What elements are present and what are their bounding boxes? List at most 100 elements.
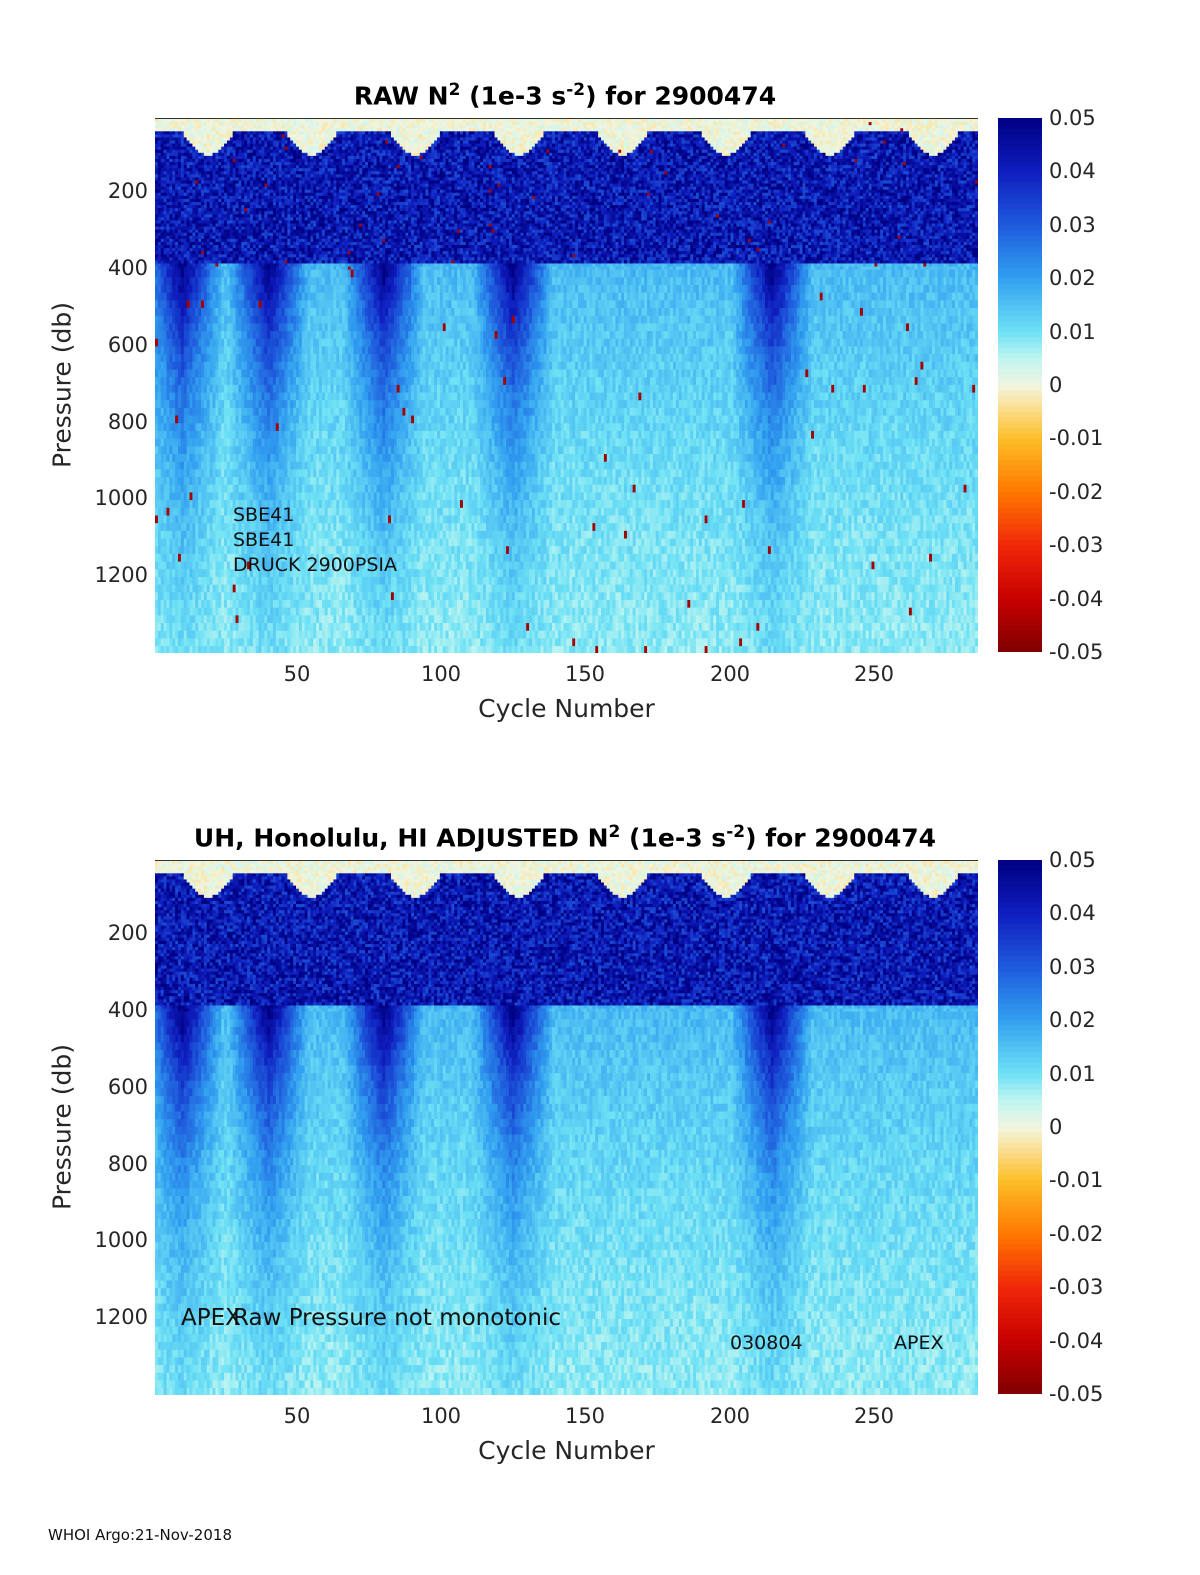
heatmap-cell (155, 171, 159, 175)
heatmap-cell (235, 392, 240, 401)
heatmap-cell (221, 538, 225, 547)
heatmap-cell (155, 162, 159, 166)
heatmap-cell (212, 538, 217, 547)
heatmap-cell (178, 630, 182, 639)
heatmap-cell (160, 592, 165, 601)
heatmap-cell (244, 186, 248, 191)
heatmap-cell (206, 149, 211, 154)
heatmap-cell (160, 538, 165, 547)
heatmap-cell (198, 186, 202, 191)
heatmap-cell (175, 192, 179, 197)
heatmap-cell (183, 461, 188, 470)
heatmap-cell (160, 423, 165, 432)
heatmap-cell (221, 500, 225, 509)
heatmap-cell (235, 384, 240, 394)
heatmap-cell (180, 469, 185, 478)
heatmap-cell (180, 251, 185, 255)
heatmap-cell (178, 423, 182, 432)
heatmap-cell (212, 266, 217, 271)
heatmap-cell (247, 530, 251, 540)
heatmap-cell (155, 484, 159, 494)
heatmap-cell (209, 323, 214, 332)
heatmap-cell (192, 205, 196, 209)
heatmap-cell (235, 131, 240, 135)
heatmap-cell (166, 251, 170, 255)
heatmap-cell (157, 122, 162, 126)
heatmap-cell (169, 638, 173, 647)
heatmap-cell (247, 192, 251, 197)
heatmap-cell (169, 143, 173, 148)
heatmap-cell (195, 569, 199, 578)
heatmap-cell (249, 361, 254, 371)
heatmap-cell (247, 384, 251, 394)
heatmap-cell (186, 195, 191, 200)
heatmap-cell (226, 263, 231, 268)
heatmap-cell (226, 515, 231, 524)
heatmap-cell (229, 477, 234, 486)
heatmap-cell (238, 492, 242, 501)
heatmap-cell (178, 245, 182, 249)
heatmap-cell (247, 119, 251, 123)
heatmap-cell (247, 292, 251, 301)
heatmap-cell (189, 125, 194, 129)
heatmap-cell (224, 205, 228, 209)
heatmap-cell (157, 500, 162, 509)
heatmap-cell (232, 171, 237, 175)
heatmap-cell (221, 263, 225, 268)
heatmap-cell (247, 284, 251, 294)
heatmap-cell (232, 217, 237, 222)
heatmap-cell (169, 229, 173, 234)
heatmap-cell (206, 500, 211, 509)
heatmap-cell (218, 630, 222, 639)
heatmap-cell (180, 338, 185, 348)
heatmap-cell (238, 257, 242, 261)
heatmap-cell (249, 315, 254, 324)
heatmap-cell (238, 155, 242, 160)
heatmap-cell (178, 530, 182, 540)
heatmap-cell (160, 323, 165, 332)
heatmap-cell (212, 241, 217, 246)
heatmap-cell (186, 477, 191, 486)
heatmap-cell (160, 254, 165, 258)
heatmap-cell (241, 546, 245, 555)
heatmap-cell (157, 238, 162, 243)
heatmap-cell (189, 180, 194, 185)
heatmap-cell (212, 338, 217, 348)
heatmap-cell (209, 300, 214, 309)
heatmap-cell (160, 220, 165, 225)
heatmap-cell (178, 186, 182, 191)
heatmap-cell (218, 438, 222, 447)
heatmap-cell (218, 171, 222, 175)
heatmap-cell (198, 143, 202, 148)
heatmap-cell (244, 538, 248, 547)
heatmap-cell (163, 266, 168, 271)
heatmap-cell (198, 205, 202, 209)
heatmap-cell (183, 599, 188, 609)
heatmap-cell (180, 523, 185, 532)
heatmap-cell (224, 180, 228, 185)
heatmap-cell (221, 492, 225, 501)
heatmap-cell (201, 284, 205, 294)
heatmap-cell (157, 546, 162, 555)
heatmap-cell (175, 235, 179, 240)
heatmap-cell (175, 284, 179, 294)
heatmap-cell (195, 392, 199, 401)
heatmap-cell (189, 492, 194, 501)
heatmap-cell (160, 553, 165, 563)
heatmap-cell (186, 515, 191, 524)
heatmap-cell (224, 423, 228, 432)
heatmap-cell (157, 177, 162, 182)
heatmap-cell (224, 177, 228, 182)
heatmap-cell (209, 407, 214, 417)
heatmap-cell (160, 346, 165, 355)
heatmap-cell (180, 269, 185, 278)
heatmap-cell (166, 599, 170, 609)
heatmap-cell (195, 119, 199, 123)
heatmap-cell (157, 220, 162, 225)
heatmap-cell (201, 469, 205, 478)
heatmap-cell (221, 162, 225, 166)
heatmap-cell (201, 407, 205, 417)
heatmap-cell (209, 592, 214, 601)
heatmap-cell (155, 137, 159, 142)
heatmap-cell (178, 308, 182, 317)
